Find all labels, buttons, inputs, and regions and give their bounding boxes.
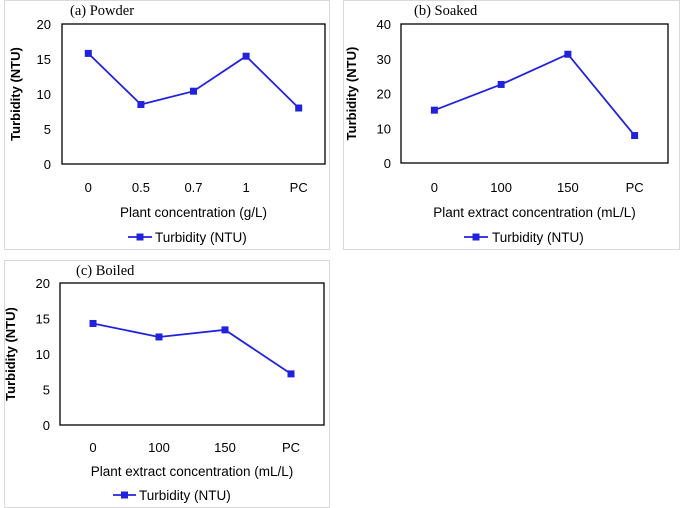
- chart-title: (b) Soaked: [414, 3, 478, 19]
- data-point: [221, 326, 229, 334]
- legend-label: Turbidity (NTU): [155, 230, 247, 245]
- x-tick-label: 0: [431, 180, 438, 195]
- series-line: [87, 52, 300, 109]
- legend-marker: [121, 491, 128, 499]
- y-tick-label: 40: [377, 17, 391, 32]
- legend-label: Turbidity (NTU): [139, 488, 231, 503]
- series-line: [92, 322, 292, 375]
- x-tick-label: 0: [85, 180, 92, 195]
- y-tick-label: 20: [377, 87, 391, 102]
- data-point: [631, 132, 639, 140]
- chart-title: (c) Boiled: [76, 263, 135, 279]
- y-tick-label: 10: [37, 87, 51, 102]
- data-point: [564, 50, 572, 58]
- series-line: [434, 53, 636, 137]
- data-point: [430, 106, 438, 114]
- y-tick-label: 5: [43, 383, 50, 398]
- legend-marker: [472, 233, 480, 241]
- x-tick-label: 0.5: [132, 180, 150, 195]
- y-tick-label: 0: [44, 157, 51, 172]
- data-point: [89, 319, 97, 327]
- chart-soaked: 0 10 20 30 40 0 100 150 PC Turbidity (NTU) Plant e…: [343, 0, 680, 250]
- y-tick-label: 20: [36, 276, 50, 291]
- y-tick-label: 30: [377, 52, 391, 67]
- chart-powder: 0 5 10 15 20 0 0.5 0.7 1 PC Turbidity (NTU) Plant c…: [4, 0, 330, 250]
- y-tick-label: 10: [377, 121, 391, 136]
- x-axis-title: Plant extract concentration (mL/L): [91, 464, 294, 479]
- x-axis-title: Plant extract concentration (mL/L): [433, 205, 636, 220]
- x-tick-label: PC: [290, 180, 308, 195]
- x-tick-label: 0.7: [184, 180, 202, 195]
- x-axis-title: Plant concentration (g/L): [120, 205, 267, 220]
- data-point: [295, 104, 303, 112]
- chart-boiled: 0 5 10 15 20 0 100 150 PC Turbidity (NTU) Plant ex…: [3, 260, 330, 508]
- data-point: [287, 370, 295, 378]
- y-tick-label: 20: [37, 17, 51, 32]
- chart-title: (a) Powder: [70, 3, 134, 19]
- x-tick-label: 150: [557, 180, 579, 195]
- y-tick-label: 0: [384, 156, 391, 171]
- data-point: [242, 52, 250, 60]
- y-tick-label: 15: [36, 312, 50, 327]
- x-tick-label: 150: [214, 440, 236, 455]
- y-tick-label: 5: [44, 122, 51, 137]
- data-point: [190, 87, 197, 95]
- legend-label: Turbidity (NTU): [492, 230, 584, 245]
- data-point: [137, 101, 145, 108]
- y-tick-label: 0: [43, 418, 50, 433]
- y-tick-label: 10: [36, 347, 50, 362]
- y-axis-title: Turbidity (NTU): [344, 47, 359, 141]
- legend-marker: [136, 233, 144, 241]
- x-tick-label: PC: [626, 180, 644, 195]
- data-point: [155, 333, 163, 341]
- y-tick-label: 15: [37, 52, 51, 67]
- x-tick-label: 1: [242, 180, 249, 195]
- plot-area-border: [400, 23, 669, 164]
- data-point: [84, 49, 92, 57]
- x-tick-label: 100: [148, 440, 170, 455]
- x-tick-label: 0: [89, 440, 96, 455]
- data-point: [497, 80, 505, 88]
- x-tick-label: PC: [282, 440, 300, 455]
- chart-area-border: [4, 0, 330, 250]
- plot-area-border: [59, 282, 325, 426]
- plot-area-border: [61, 23, 326, 165]
- y-axis-title: Turbidity (NTU): [8, 47, 23, 141]
- y-axis-title: Turbidity (NTU): [3, 307, 18, 401]
- x-tick-label: 100: [490, 180, 512, 195]
